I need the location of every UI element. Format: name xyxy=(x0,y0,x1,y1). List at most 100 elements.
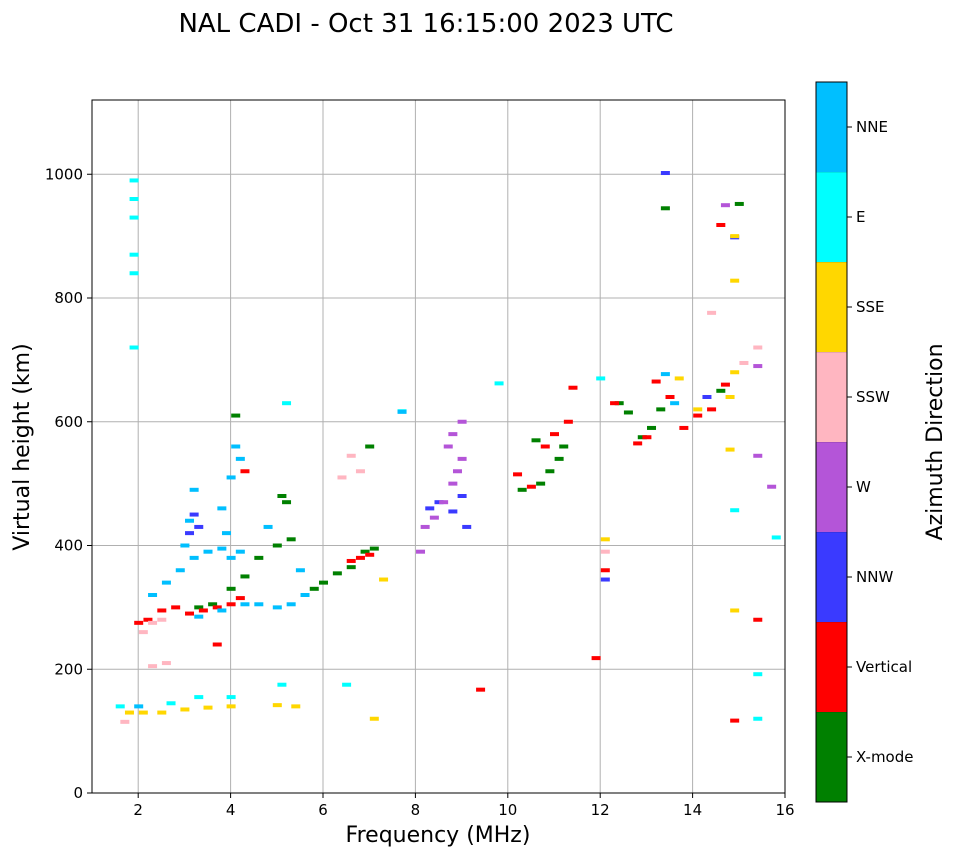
data-point xyxy=(693,407,703,412)
data-point xyxy=(161,661,171,666)
data-point xyxy=(448,432,458,437)
colorbar-tick-label: W xyxy=(856,478,871,496)
data-point xyxy=(148,664,158,669)
data-point xyxy=(212,642,222,647)
data-point xyxy=(693,413,703,418)
data-point xyxy=(360,549,370,554)
data-point xyxy=(725,447,735,452)
data-point xyxy=(633,441,643,446)
data-point xyxy=(365,552,375,557)
data-point xyxy=(129,252,139,257)
data-point xyxy=(494,381,504,386)
data-point xyxy=(637,435,647,440)
data-point xyxy=(217,608,227,613)
data-point xyxy=(457,456,467,461)
data-point xyxy=(730,508,740,513)
colorbar-segment xyxy=(816,532,847,622)
data-point xyxy=(660,372,670,377)
data-point xyxy=(208,602,218,607)
data-point xyxy=(129,345,139,350)
data-point xyxy=(452,469,462,474)
data-point xyxy=(282,500,292,505)
colorbar: X-mode Vertical NNW W SSW SSE E NNE xyxy=(815,81,913,803)
data-point xyxy=(272,543,282,548)
data-point xyxy=(702,395,712,399)
data-point xyxy=(526,484,536,489)
data-point xyxy=(180,707,190,712)
colorbar-tick-label: NNW xyxy=(856,568,893,586)
colorbar-frame xyxy=(815,81,848,803)
x-tick-label: 14 xyxy=(683,801,702,819)
colorbar-tick-label: X-mode xyxy=(856,748,913,766)
data-point xyxy=(600,577,610,582)
data-point xyxy=(286,602,296,607)
data-point xyxy=(272,703,282,708)
data-point xyxy=(540,444,550,449)
data-point xyxy=(129,197,139,201)
data-point xyxy=(707,407,717,412)
data-point xyxy=(175,568,185,573)
data-point xyxy=(221,531,231,536)
data-point xyxy=(397,409,407,414)
grid-lines xyxy=(92,100,786,794)
data-point xyxy=(591,656,601,661)
data-point xyxy=(300,593,310,597)
data-point xyxy=(355,555,365,560)
x-axis-label: Frequency (MHz) xyxy=(346,823,531,848)
data-point xyxy=(730,718,740,723)
data-point xyxy=(194,605,204,610)
data-point xyxy=(448,509,458,514)
data-point xyxy=(379,577,389,582)
data-point xyxy=(753,345,763,350)
data-point xyxy=(660,206,670,211)
data-point xyxy=(189,555,199,560)
data-point xyxy=(550,432,559,437)
data-point xyxy=(185,611,195,616)
data-point xyxy=(457,494,467,498)
data-point xyxy=(212,605,222,610)
data-point xyxy=(240,574,250,579)
colorbar-tick-label: Vertical xyxy=(856,658,912,676)
data-point xyxy=(203,705,213,710)
data-point xyxy=(443,444,453,449)
data-point xyxy=(563,419,573,424)
y-axis-ticks: 0 200 400 600 800 1000 xyxy=(45,165,92,802)
data-point xyxy=(226,555,236,560)
data-point xyxy=(185,518,195,523)
data-point xyxy=(277,682,287,687)
data-point xyxy=(194,614,204,619)
data-point xyxy=(554,456,564,461)
data-point xyxy=(282,401,292,406)
data-point xyxy=(346,558,356,563)
data-point xyxy=(134,620,144,625)
data-point xyxy=(138,710,148,715)
data-point xyxy=(439,500,449,505)
data-point xyxy=(226,475,236,480)
y-tick-label: 0 xyxy=(73,784,83,802)
data-point xyxy=(642,435,652,440)
x-tick-label: 10 xyxy=(498,801,517,819)
data-point xyxy=(277,494,287,498)
data-point xyxy=(600,537,610,542)
x-tick-label: 12 xyxy=(591,801,610,819)
data-point xyxy=(254,555,264,560)
data-point xyxy=(716,222,726,227)
data-point xyxy=(596,376,606,381)
data-point xyxy=(753,364,763,369)
data-point xyxy=(226,602,236,607)
data-point xyxy=(753,453,763,458)
data-point xyxy=(753,716,763,721)
data-point xyxy=(291,704,301,709)
data-point xyxy=(429,515,439,520)
data-point xyxy=(120,719,130,724)
data-point xyxy=(129,178,139,183)
data-point xyxy=(600,549,610,554)
colorbar-segment xyxy=(816,82,847,172)
data-point xyxy=(240,602,250,607)
data-point xyxy=(730,278,740,283)
data-point xyxy=(217,546,227,551)
data-point xyxy=(670,401,680,406)
data-point xyxy=(660,171,670,176)
data-point xyxy=(734,201,744,206)
